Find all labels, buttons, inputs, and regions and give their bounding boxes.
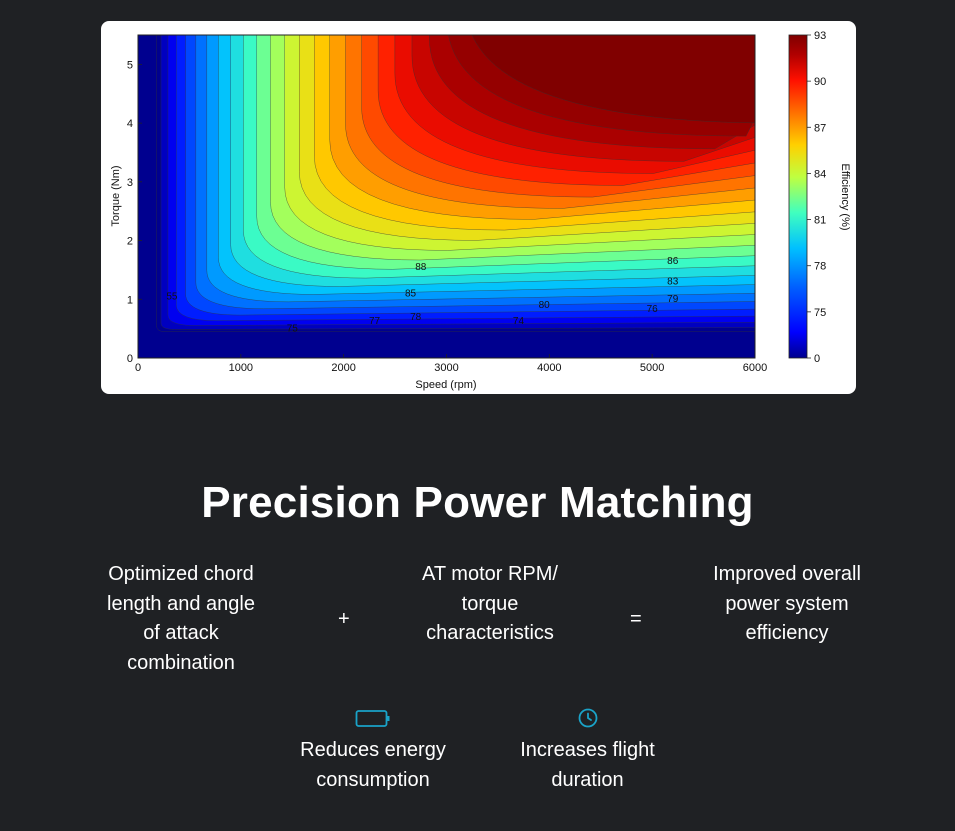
contour-label: 88 — [415, 262, 427, 273]
equals-sign: = — [630, 608, 642, 630]
battery-icon — [355, 710, 390, 727]
y-tick-label: 1 — [127, 294, 133, 306]
colorbar-tick-label: 93 — [814, 30, 826, 42]
colorbar-tick-label: 84 — [814, 168, 826, 180]
clock-icon — [578, 708, 597, 728]
x-tick-label: 0 — [135, 362, 141, 374]
y-tick-label: 5 — [127, 59, 133, 71]
benefit-duration: Increases flight duration — [510, 706, 665, 795]
contour-label: 78 — [410, 312, 422, 323]
contour-label: 55 — [166, 291, 178, 302]
colorbar-tick-label: 75 — [814, 307, 826, 319]
colorbar-tick-label: 0 — [814, 353, 820, 365]
benefit-energy-label: Reduces energy consumption — [300, 739, 446, 791]
x-tick-label: 4000 — [537, 362, 561, 374]
contour-band — [471, 35, 755, 124]
contour-label: 74 — [513, 316, 525, 327]
contour-label: 86 — [667, 256, 679, 267]
formula-row: Optimized chord length and angle of atta… — [0, 560, 955, 690]
x-tick-label: 6000 — [743, 362, 767, 374]
y-tick-label: 2 — [127, 236, 133, 248]
x-axis-label: Speed (rpm) — [415, 379, 476, 391]
formula-term-motor: AT motor RPM/ torque characteristics — [422, 563, 558, 644]
y-tick-label: 0 — [127, 353, 133, 365]
plus-sign: + — [338, 608, 350, 630]
colorbar-tick-label: 90 — [814, 76, 826, 88]
benefit-energy: Reduces energy consumption — [293, 706, 453, 795]
x-tick-label: 1000 — [229, 362, 253, 374]
contour-label: 76 — [647, 304, 659, 315]
efficiency-map-card: 88 86 85 83 80 79 78 77 76 75 74 55 0 1000 2000 3000 40… — [101, 21, 856, 394]
colorbar-tick-label: 87 — [814, 122, 826, 134]
y-axis-label: Torque (Nm) — [110, 165, 122, 226]
colorbar — [788, 34, 808, 359]
contour-label: 80 — [539, 300, 551, 311]
contour-label: 77 — [369, 316, 381, 327]
contour-label: 75 — [287, 324, 299, 335]
contour-label: 85 — [405, 288, 417, 299]
y-tick-label: 4 — [127, 118, 133, 130]
y-tick-label: 3 — [127, 177, 133, 189]
page-title: Precision Power Matching — [201, 478, 754, 527]
x-tick-label: 2000 — [331, 362, 355, 374]
formula-term-blade-design: Optimized chord length and angle of atta… — [107, 563, 255, 674]
x-tick-label: 3000 — [434, 362, 458, 374]
x-tick-label: 5000 — [640, 362, 664, 374]
colorbar-tick-label: 81 — [814, 215, 826, 227]
formula-term-result: Improved overall power system efficiency — [713, 563, 861, 644]
contour-label: 83 — [667, 277, 679, 288]
colorbar-label: Efficiency (%) — [839, 163, 851, 230]
benefit-duration-label: Increases flight duration — [520, 739, 655, 791]
contour-label: 79 — [667, 294, 679, 305]
colorbar-tick-label: 78 — [814, 261, 826, 273]
